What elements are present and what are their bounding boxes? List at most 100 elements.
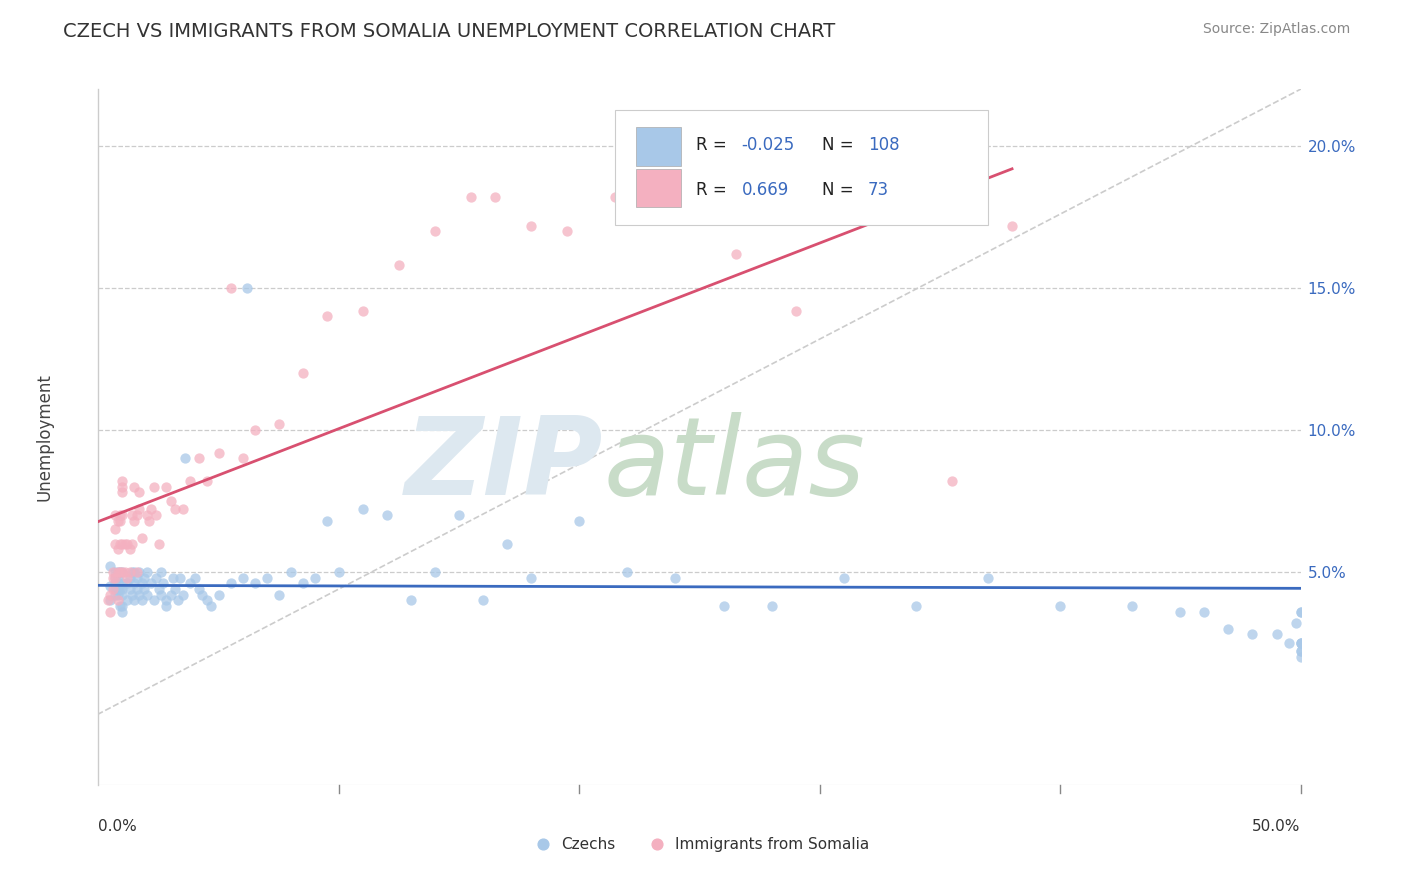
Point	[138, 514, 160, 528]
Point	[243, 423, 266, 437]
Point	[124, 593, 146, 607]
Point	[267, 588, 290, 602]
Text: Immigrants from Somalia: Immigrants from Somalia	[675, 837, 870, 852]
Point	[114, 565, 136, 579]
Point	[107, 576, 129, 591]
Point	[128, 502, 150, 516]
Point	[375, 508, 398, 523]
Text: 108: 108	[868, 136, 900, 153]
Point	[605, 190, 627, 204]
Point	[1121, 599, 1143, 613]
Point	[117, 571, 139, 585]
Point	[664, 571, 686, 585]
Bar	[636, 169, 682, 208]
Point	[172, 502, 194, 516]
Point	[423, 565, 446, 579]
Point	[121, 508, 143, 523]
Point	[1001, 219, 1024, 233]
Point	[1218, 622, 1240, 636]
Point	[108, 514, 131, 528]
Point	[496, 536, 519, 550]
Point	[520, 219, 543, 233]
Point	[183, 571, 205, 585]
Text: atlas: atlas	[603, 412, 865, 517]
Point	[101, 582, 124, 596]
Point	[388, 258, 411, 272]
Text: R =: R =	[696, 136, 733, 153]
Point	[100, 593, 122, 607]
Text: 0.669: 0.669	[741, 181, 789, 199]
Point	[166, 593, 188, 607]
Point	[761, 599, 783, 613]
Point	[117, 593, 139, 607]
Point	[155, 599, 177, 613]
Point	[142, 480, 165, 494]
Point	[128, 485, 150, 500]
Point	[104, 536, 127, 550]
Point	[121, 536, 143, 550]
Text: N =: N =	[823, 181, 865, 199]
Point	[135, 565, 157, 579]
Point	[100, 605, 122, 619]
Point	[1289, 636, 1312, 650]
Point	[1285, 616, 1308, 631]
Point	[148, 582, 170, 596]
Point	[208, 588, 231, 602]
FancyBboxPatch shape	[616, 110, 988, 225]
Point	[172, 588, 194, 602]
Point	[188, 451, 211, 466]
Point	[162, 571, 184, 585]
Point	[124, 565, 146, 579]
Point	[125, 565, 148, 579]
Point	[1277, 636, 1299, 650]
Point	[107, 588, 129, 602]
Point	[174, 451, 197, 466]
Point	[256, 571, 278, 585]
Point	[107, 565, 129, 579]
Point	[107, 582, 129, 596]
Point	[141, 502, 163, 516]
Bar	[636, 128, 682, 166]
Point	[328, 565, 350, 579]
Point	[291, 576, 314, 591]
Point	[107, 542, 129, 557]
Point	[108, 599, 131, 613]
Point	[165, 502, 187, 516]
Point	[108, 508, 131, 523]
Point	[118, 565, 141, 579]
Point	[1170, 605, 1192, 619]
Point	[132, 582, 155, 596]
Point	[149, 565, 172, 579]
Point	[111, 605, 134, 619]
Point	[142, 593, 165, 607]
Point	[121, 565, 143, 579]
Point	[1289, 650, 1312, 665]
Point	[280, 565, 302, 579]
Point	[1241, 627, 1264, 641]
Point	[200, 599, 222, 613]
Point	[520, 571, 543, 585]
Point	[101, 571, 124, 585]
Point	[1289, 636, 1312, 650]
Point	[128, 588, 150, 602]
Point	[145, 571, 167, 585]
Point	[159, 588, 181, 602]
Point	[100, 579, 122, 593]
Point	[352, 303, 374, 318]
Point	[97, 593, 120, 607]
Point	[100, 559, 122, 574]
Point	[111, 474, 134, 488]
Point	[104, 565, 127, 579]
Point	[108, 565, 131, 579]
Point	[236, 281, 259, 295]
Point	[111, 599, 134, 613]
Point	[1194, 605, 1216, 619]
Point	[664, 168, 686, 182]
Point	[208, 446, 231, 460]
Point	[195, 474, 218, 488]
Point	[1289, 644, 1312, 658]
Text: N =: N =	[823, 136, 859, 153]
Point	[117, 536, 139, 550]
Point	[135, 588, 157, 602]
Point	[118, 571, 141, 585]
